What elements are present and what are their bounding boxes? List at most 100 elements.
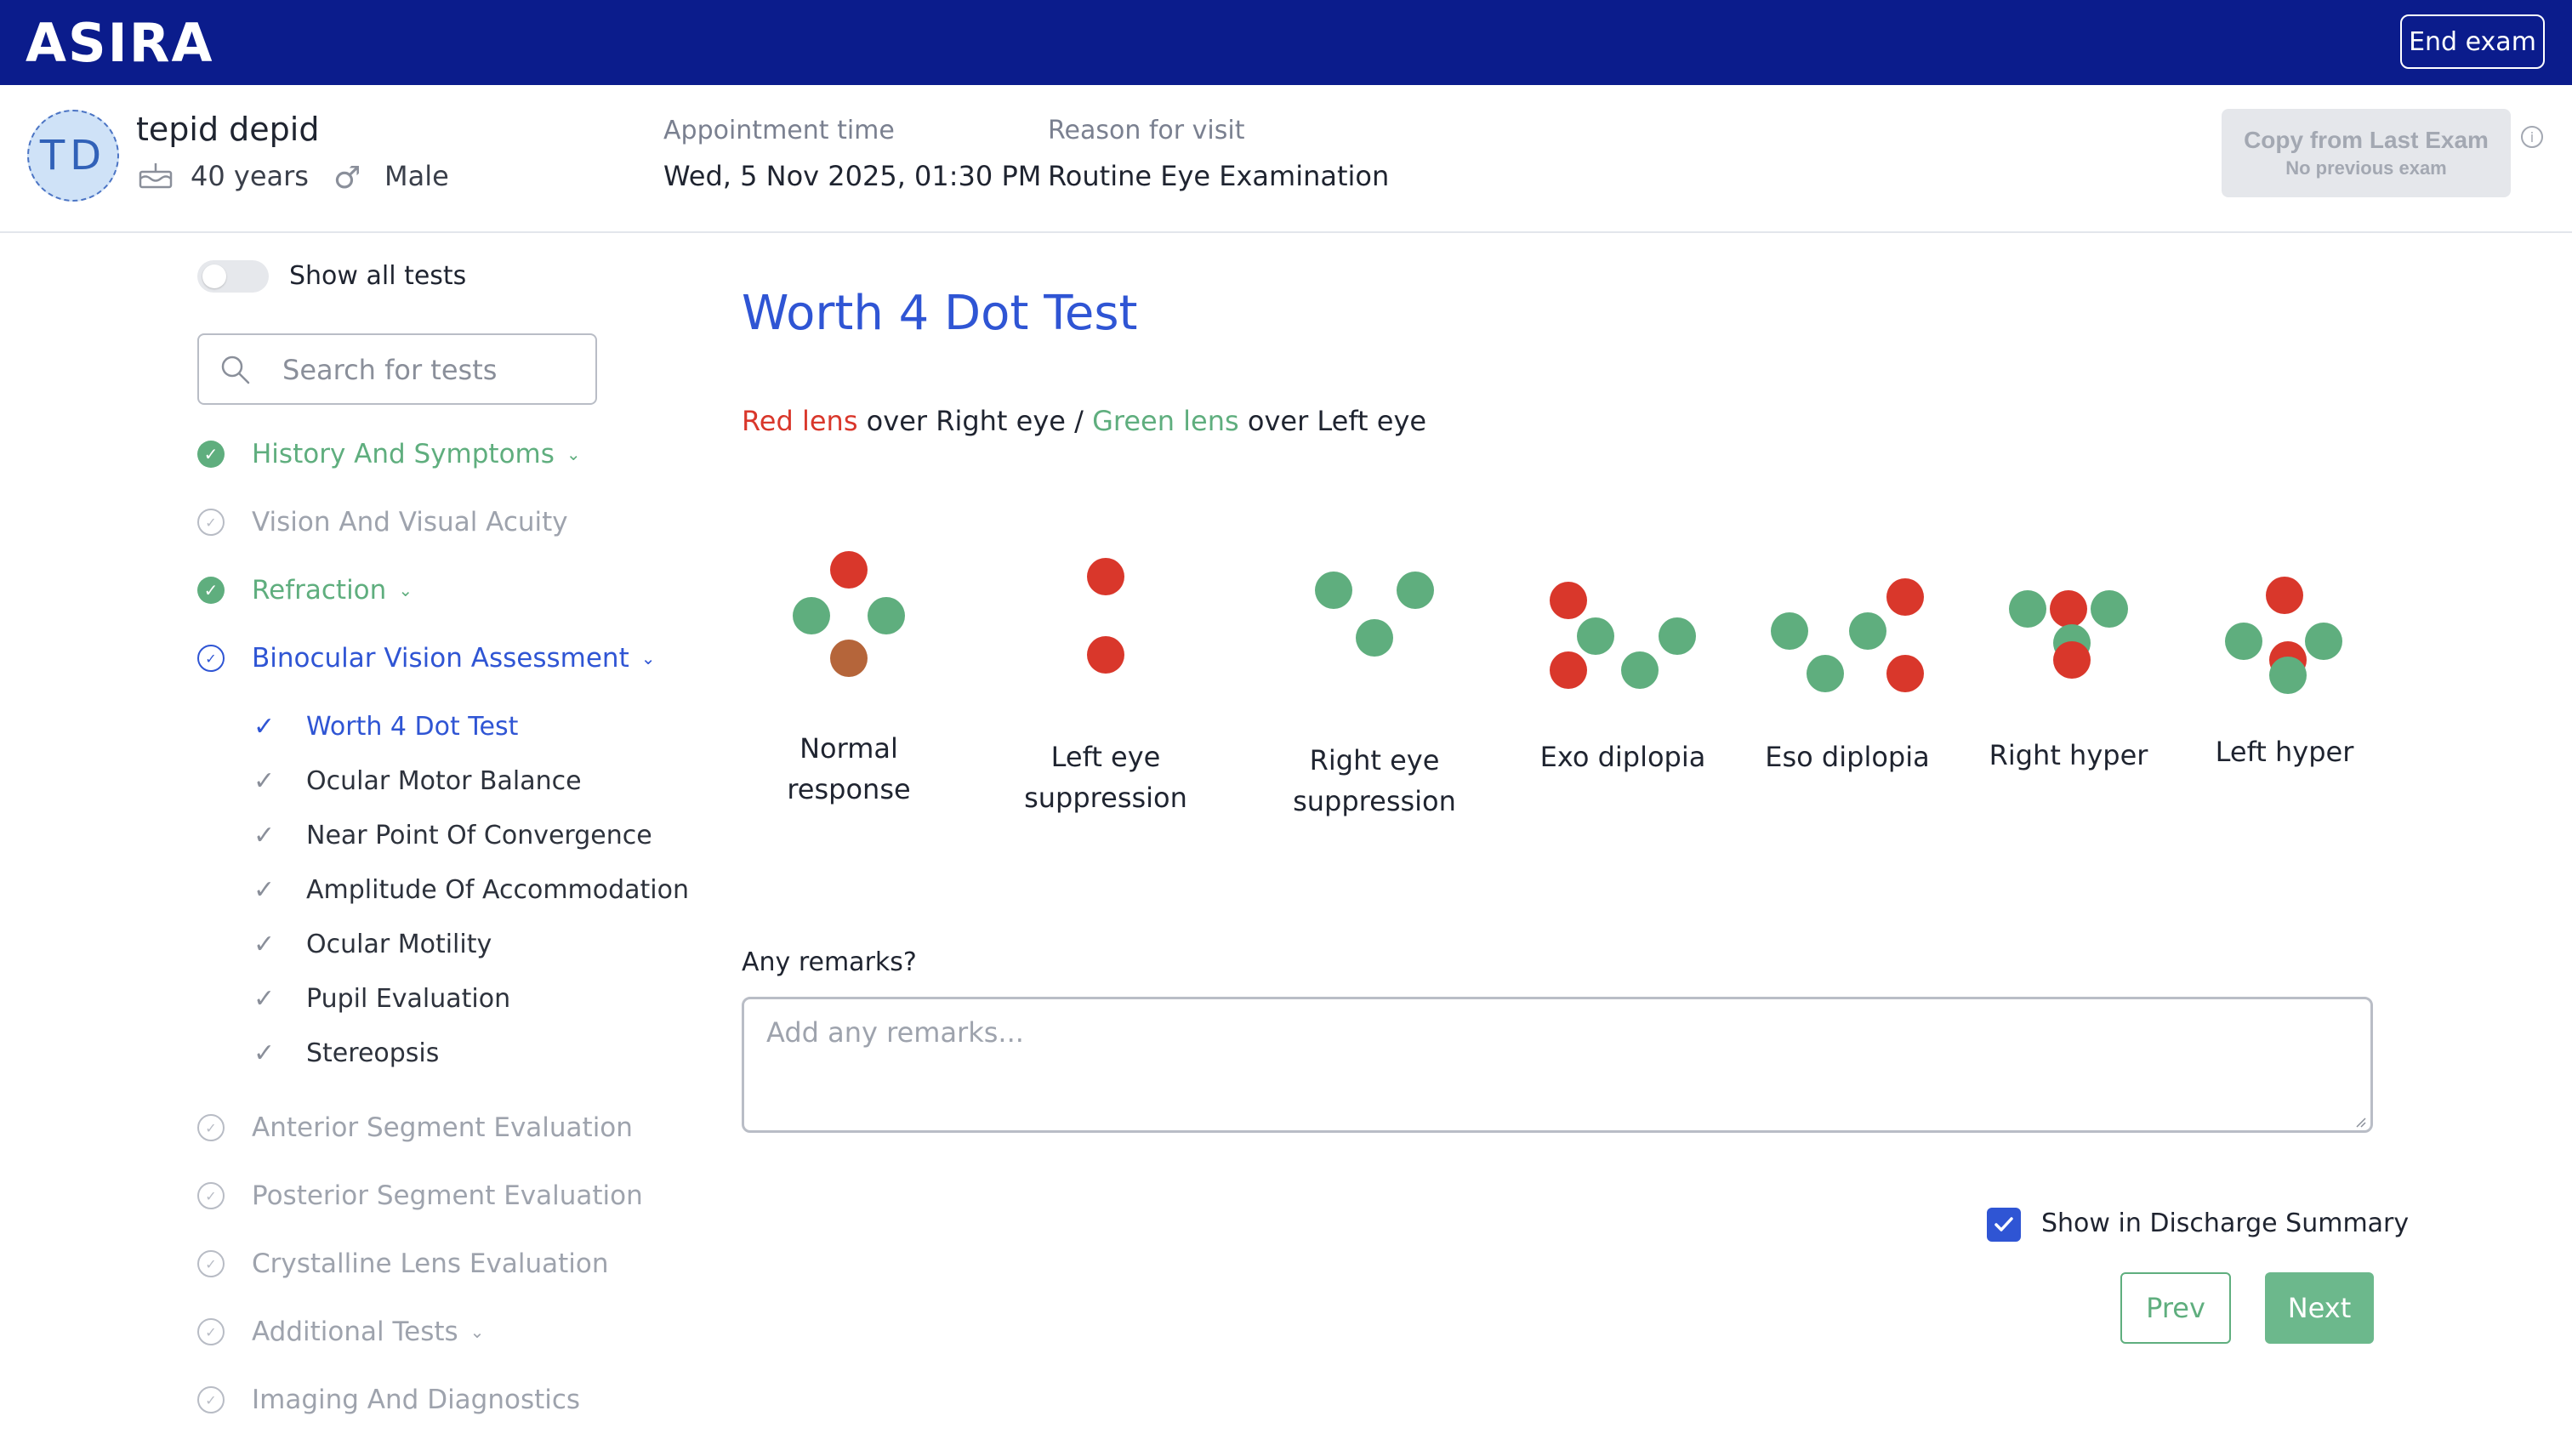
sidebar-section-label: Binocular Vision Assessment [252,643,629,674]
worth-dot-option[interactable] [1087,558,1124,674]
patient-gender: Male [384,160,449,192]
dot-mark [1771,612,1808,650]
show-all-tests-label: Show all tests [289,261,467,291]
option-label-line1: Normal [799,732,898,765]
worth-dot-option[interactable] [2009,590,2128,679]
dot-mark [2269,657,2307,694]
discharge-summary-checkbox[interactable] [1987,1208,2021,1242]
status-circle-icon: ✓ [197,645,225,672]
sidebar-subitem-label: Pupil Evaluation [306,983,511,1014]
sidebar-section-label: Anterior Segment Evaluation [252,1112,633,1143]
dot-mark [830,640,868,677]
sidebar-section-label: History And Symptoms [252,439,555,469]
top-bar: ASIRA End exam [0,0,2572,85]
worth-dot-option[interactable] [793,551,905,677]
check-icon: ✓ [253,711,276,742]
sidebar-section[interactable]: ✓ Binocular Vision Assessment ⌄ [197,640,655,677]
dot-mark [1356,619,1393,657]
sidebar-subitem[interactable]: ✓ Worth 4 Dot Test [253,708,518,745]
next-button[interactable]: Next [2265,1272,2374,1344]
worth-dot-option[interactable] [1315,572,1434,657]
sidebar-section-label: Crystalline Lens Evaluation [252,1248,609,1279]
sidebar-section[interactable]: ✓ Refraction ⌄ [197,572,413,609]
sidebar-section[interactable]: ✓ Crystalline Lens Evaluation [197,1245,608,1283]
check-icon: ✓ [253,1038,276,1068]
worth-option-label[interactable]: Right eye suppression [1281,740,1468,822]
check-icon: ✓ [253,929,276,959]
lens-text-1: over Right eye / [857,405,1093,437]
dot-mark [2225,623,2262,660]
sidebar-section[interactable]: ✓ History And Symptoms ⌄ [197,435,581,473]
dot-mark [1550,582,1587,619]
appointment-label: Appointment time [663,116,895,145]
patient-age: 40 years [191,160,309,192]
lens-instructions: Red lens over Right eye / Green lens ove… [742,405,1426,437]
dot-mark [1849,612,1886,650]
copy-from-last-exam-button[interactable]: Copy from Last Exam No previous exam [2222,109,2511,197]
option-label-line1: Right hyper [1989,739,2148,771]
status-circle-icon: ✓ [197,1182,225,1209]
chevron-down-icon[interactable]: ⌄ [566,444,581,464]
sidebar-section-label: Additional Tests [252,1317,458,1347]
sidebar-section[interactable]: ✓ Imaging And Diagnostics [197,1381,580,1419]
chevron-down-icon[interactable]: ⌄ [398,580,413,600]
chevron-down-icon[interactable]: ⌄ [469,1322,485,1342]
sidebar-subitem[interactable]: ✓ Ocular Motility [253,925,492,963]
sidebar-subitem[interactable]: ✓ Ocular Motor Balance [253,762,582,799]
dot-mark [1886,578,1924,616]
sidebar-section-label: Imaging And Diagnostics [252,1385,581,1415]
discharge-summary-label: Show in Discharge Summary [2041,1209,2410,1238]
show-all-tests-toggle[interactable] [197,260,269,293]
status-circle-icon: ✓ [197,1250,225,1277]
option-label-line1: Exo diplopia [1539,741,1706,773]
prev-button[interactable]: Prev [2120,1272,2231,1344]
worth-option-label[interactable]: Left eye suppression [1012,737,1199,818]
info-icon[interactable]: i [2521,126,2543,148]
worth-option-label[interactable]: Normal response [764,728,934,810]
dot-mark [830,551,868,589]
checkmark-icon [1994,1217,2013,1231]
copy-button-label: Copy from Last Exam [2244,127,2489,153]
avatar: TD [27,110,119,202]
worth-dot-option[interactable] [2225,577,2342,694]
sidebar-section-label: Refraction [252,575,387,606]
dot-mark [2266,577,2303,614]
sidebar-subitem[interactable]: ✓ Near Point Of Convergence [253,816,652,854]
option-label-line1: Eso diplopia [1765,741,1930,773]
check-icon: ✓ [253,765,276,796]
end-exam-button[interactable]: End exam [2400,14,2545,69]
option-label-line1: Left hyper [2215,736,2354,768]
remarks-label: Any remarks? [742,947,917,977]
dot-mark [2050,590,2087,628]
sidebar-subitem-label: Stereopsis [306,1038,440,1068]
worth-option-label[interactable]: Left hyper [2191,731,2378,772]
worth-option-label[interactable]: Right hyper [1975,735,2162,776]
sidebar-subitem[interactable]: ✓ Stereopsis [253,1034,439,1072]
dot-mark [1621,651,1659,689]
search-input[interactable] [281,344,582,396]
sidebar-subitem-label: Amplitude Of Accommodation [306,874,690,905]
dot-mark [1577,617,1614,655]
worth-option-label[interactable]: Eso diplopia [1754,737,1941,777]
status-circle-icon: ✓ [197,1318,225,1345]
sidebar-section[interactable]: ✓ Additional Tests ⌄ [197,1313,484,1351]
sidebar-section[interactable]: ✓ Vision And Visual Acuity [197,503,568,541]
sidebar-section[interactable]: ✓ Anterior Segment Evaluation [197,1109,633,1146]
sidebar-subitem[interactable]: ✓ Pupil Evaluation [253,980,510,1017]
worth-dot-option[interactable] [1550,582,1696,689]
check-icon: ✓ [253,874,276,905]
chevron-down-icon[interactable]: ⌄ [640,648,656,668]
sidebar-subitem[interactable]: ✓ Amplitude Of Accommodation [253,871,689,908]
worth-dot-option[interactable] [1771,578,1924,692]
worth-option-label[interactable]: Exo diplopia [1529,737,1716,777]
option-label-line2: suppression [1293,785,1456,817]
remarks-textarea[interactable] [742,997,2373,1133]
option-label-line1: Left eye [1050,741,1161,773]
sidebar-subitem-label: Ocular Motility [306,929,492,959]
dot-mark [1397,572,1434,609]
search-icon [221,355,250,384]
sidebar-section[interactable]: ✓ Posterior Segment Evaluation [197,1177,643,1214]
check-icon: ✓ [253,983,276,1014]
resize-grip-icon[interactable] [2354,1116,2366,1128]
dot-mark [1550,651,1587,689]
